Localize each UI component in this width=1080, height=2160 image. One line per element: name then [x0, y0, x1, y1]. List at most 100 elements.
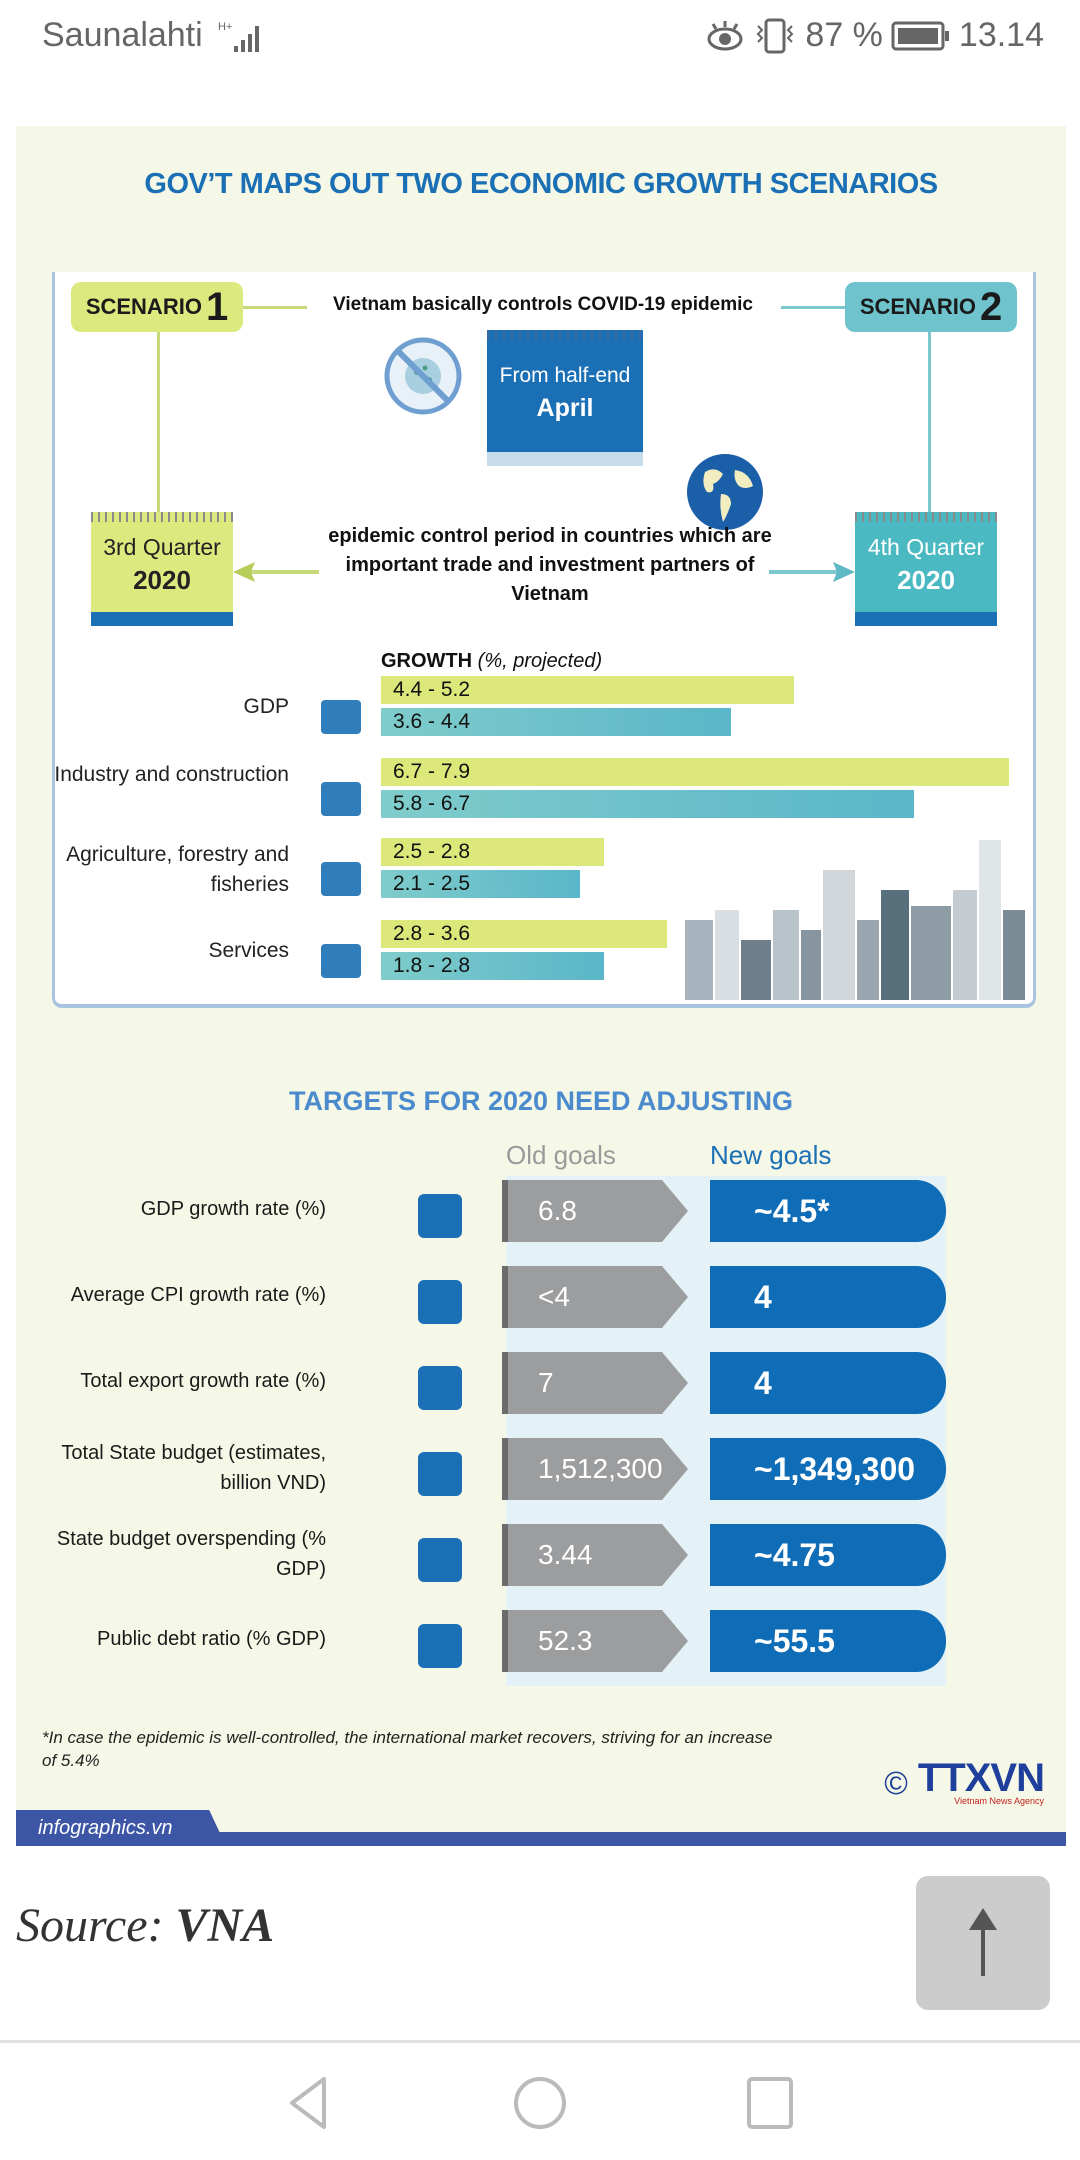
- recents-icon[interactable]: [740, 2073, 800, 2133]
- calendar-base: [91, 612, 233, 626]
- ttxvn-logo: © TTXVN Vietnam News Agency: [884, 1756, 1045, 1806]
- carrier-name: Saunalahti: [42, 16, 203, 54]
- connector-line: [781, 306, 845, 309]
- old-goal-value: 6.8: [502, 1180, 688, 1242]
- old-goal-value: 7: [502, 1352, 688, 1414]
- arrow-up-icon: [969, 1908, 997, 1976]
- scroll-to-top-button[interactable]: [916, 1876, 1050, 2010]
- new-goal-value: ~55.5: [710, 1610, 946, 1672]
- container-icon: [418, 1366, 462, 1410]
- infographic-title: GOV’T MAPS OUT TWO ECONOMIC GROWTH SCENA…: [144, 168, 938, 200]
- connector-line: [157, 332, 160, 514]
- old-goals-header: Old goals: [506, 1140, 616, 1170]
- calendar-base: [855, 612, 997, 626]
- scenario-1-bar: 4.4 - 5.2: [381, 676, 794, 704]
- globe-icon: [687, 454, 763, 530]
- scenario-1-bar: 2.5 - 2.8: [381, 838, 604, 866]
- scenario-2-bar: 5.8 - 6.7: [381, 790, 914, 818]
- target-label: Average CPI growth rate (%): [70, 1284, 326, 1306]
- debt-person-icon: [418, 1624, 462, 1668]
- ttxvn-logo-subtitle: Vietnam News Agency: [954, 1796, 1044, 1806]
- old-goal-value: 3.44: [502, 1524, 688, 1586]
- scenario-2-label: SCENARIO: [859, 294, 976, 319]
- growth-heading-unit: (%, projected): [477, 650, 603, 672]
- target-label: Public debt ratio (% GDP): [97, 1628, 326, 1650]
- source-name: VNA: [175, 1899, 275, 1952]
- scenario-1-bar: 6.7 - 7.9: [381, 758, 1009, 786]
- target-label: State budget overspending (% GDP): [56, 1528, 326, 1580]
- growth-row-label: GDP: [243, 695, 289, 718]
- target-row: Public debt ratio (% GDP) 52.3 ~55.5: [16, 1610, 1066, 1672]
- eye-icon: [707, 20, 743, 50]
- growth-row-label: Industry and construction: [54, 763, 289, 786]
- growth-heading: GROWTH (%, projected): [381, 650, 602, 673]
- calendar-base: [487, 452, 643, 466]
- q4-calendar-line2: 2020: [897, 565, 955, 595]
- q3-calendar-line1: 3rd Quarter: [103, 534, 221, 560]
- arrow-left-icon: [233, 562, 319, 582]
- scenario-1-bar: 2.8 - 3.6: [381, 920, 667, 948]
- target-label: GDP growth rate (%): [140, 1198, 326, 1220]
- scenario-2-bar: 2.1 - 2.5: [381, 870, 580, 898]
- old-goal-value: 52.3: [502, 1610, 688, 1672]
- new-goals-header: New goals: [710, 1140, 832, 1170]
- target-row: Total export growth rate (%) 7 4: [16, 1352, 1066, 1414]
- cpi-cart-icon: [418, 1280, 462, 1324]
- calendar-rings: [91, 512, 233, 522]
- scenario-1-number: 1: [205, 284, 229, 329]
- april-calendar: From half-end April: [487, 330, 643, 466]
- status-bar: Saunalahti H+ 87 % 13.14: [0, 0, 1080, 80]
- brand-tab: infographics.vn: [16, 1810, 226, 1846]
- factory-icon: [321, 782, 361, 816]
- targets-background: [506, 1176, 946, 1686]
- growth-heading-label: GROWTH: [381, 650, 473, 672]
- vibrate-icon: [756, 18, 794, 53]
- old-goal-value: <4: [502, 1266, 688, 1328]
- source-caption: Source: VNA: [16, 1898, 274, 1953]
- tree-icon: [321, 862, 361, 896]
- april-calendar-line1: From half-end: [499, 364, 631, 387]
- old-goal-value: 1,512,300: [502, 1438, 688, 1500]
- epidemic-control-text: epidemic control period in countries whi…: [328, 525, 772, 605]
- clock: 13.14: [958, 16, 1044, 54]
- new-goal-value: ~1,349,300: [710, 1438, 946, 1500]
- svg-text:H+: H+: [218, 21, 232, 33]
- target-row: Average CPI growth rate (%) <4 4: [16, 1266, 1066, 1328]
- gdp-icon: [321, 700, 361, 734]
- scale-icon: [418, 1538, 462, 1582]
- arrow-right-icon: [769, 562, 855, 582]
- target-label: Total State budget (estimates, billion V…: [61, 1442, 326, 1494]
- back-icon[interactable]: [278, 2073, 338, 2133]
- new-goal-value: ~4.5*: [710, 1180, 946, 1242]
- connector-line: [243, 306, 307, 309]
- home-icon[interactable]: [510, 2073, 570, 2133]
- battery-icon: [891, 21, 949, 50]
- target-row: GDP growth rate (%) 6.8 ~4.5*: [16, 1180, 1066, 1242]
- scenario-1-badge: SCENARIO 1: [71, 282, 243, 332]
- footnote: *In case the epidemic is well-controlled…: [42, 1728, 773, 1770]
- covid-control-text: Vietnam basically controls COVID-19 epid…: [333, 294, 753, 315]
- scenario-2-bar: 1.8 - 2.8: [381, 952, 604, 980]
- q3-calendar: 3rd Quarter 2020: [91, 512, 233, 626]
- calendar-rings: [855, 512, 997, 522]
- april-calendar-line2: April: [536, 394, 594, 422]
- coins-icon: [418, 1452, 462, 1496]
- scenarios-panel: SCENARIO 1 SCENARIO 2 Vietnam basically …: [52, 272, 1036, 1008]
- navigation-bar: [0, 2040, 1080, 2160]
- ttxvn-logo-text: TTXVN: [917, 1756, 1045, 1800]
- status-right: 87 % 13.14: [705, 16, 1044, 55]
- city-skyline-illustration: [685, 840, 1025, 1000]
- connector-line: [928, 332, 931, 514]
- ttxvn-logo-block: TTXVN Vietnam News Agency: [917, 1756, 1045, 1806]
- signal-icon: H+: [218, 21, 259, 52]
- brand-bar: [16, 1832, 1066, 1846]
- copyright-symbol: ©: [884, 1764, 908, 1801]
- infographic-image: GOV’T MAPS OUT TWO ECONOMIC GROWTH SCENA…: [16, 126, 1066, 1846]
- calendar-rings: [487, 330, 643, 340]
- growth-row-label: Agriculture, forestry and fisheries: [66, 843, 289, 896]
- scenario-2-number: 2: [979, 284, 1003, 329]
- target-label: Total export growth rate (%): [80, 1370, 326, 1392]
- q4-calendar-line1: 4th Quarter: [867, 534, 985, 560]
- q3-calendar-line2: 2020: [133, 565, 191, 595]
- scenario-2-bar: 3.6 - 4.4: [381, 708, 731, 736]
